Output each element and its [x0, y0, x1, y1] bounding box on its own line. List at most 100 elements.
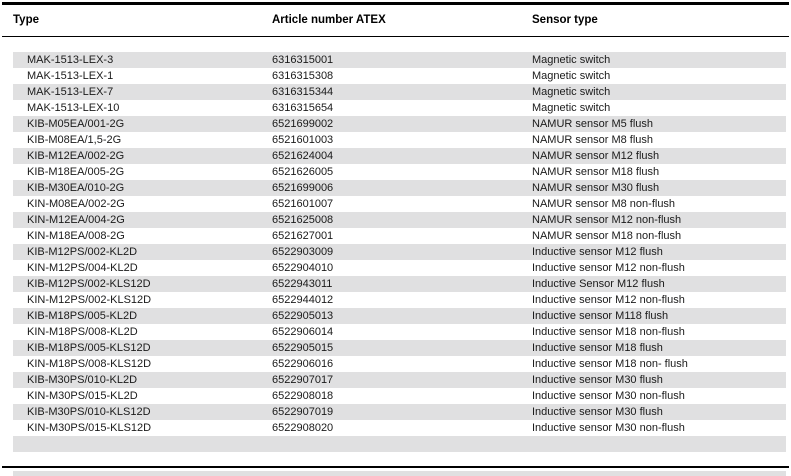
cell-type: KIN-M30PS/015-KLS12D: [27, 422, 152, 434]
table-body: MAK-1513-LEX-3 6316315001 Magnetic switc…: [13, 52, 786, 452]
cell-sensor-type: Inductive sensor M12 non-flush: [532, 262, 685, 274]
cell-article-number: 6316315344: [272, 86, 334, 98]
cell-type: MAK-1513-LEX-1: [27, 70, 114, 82]
table-row: KIN-M30PS/015-KL2D 6522908018 Inductive …: [13, 388, 786, 404]
cell-article-number: 6522944012: [272, 294, 334, 306]
cell-article-number: 6521699006: [272, 182, 334, 194]
cell-article-number: 6522907017: [272, 374, 334, 386]
cell-article-number: 6316315001: [272, 54, 334, 66]
cell-sensor-type: Inductive sensor M12 flush: [532, 246, 663, 258]
table-row: KIB-M05EA/001-2G 6521699002 NAMUR sensor…: [13, 116, 786, 132]
cell-article-number: 6522906014: [272, 326, 334, 338]
cell-sensor-type: NAMUR sensor M8 flush: [532, 134, 654, 146]
table-row: KIB-M18PS/005-KL2D 6522905013 Inductive …: [13, 308, 786, 324]
table-row: KIN-M18EA/008-2G 6521627001 NAMUR sensor…: [13, 228, 786, 244]
table-row: KIB-M12EA/002-2G 6521624004 NAMUR sensor…: [13, 148, 786, 164]
table-row: KIN-M12PS/004-KL2D 6522904010 Inductive …: [13, 260, 786, 276]
cell-type: KIN-M18PS/008-KL2D: [27, 326, 138, 338]
table-row: KIB-M12PS/002-KL2D 6522903009 Inductive …: [13, 244, 786, 260]
table-bottom-rule: [2, 466, 789, 468]
cell-article-number: 6522943011: [272, 278, 333, 290]
cell-article-number: 6522908020: [272, 422, 334, 434]
cell-type: KIN-M12PS/004-KL2D: [27, 262, 138, 274]
cell-article-number: 6316315308: [272, 70, 334, 82]
cell-sensor-type: NAMUR sensor M18 non-flush: [532, 230, 682, 242]
cell-article-number: 6521624004: [272, 150, 334, 162]
table-row: [13, 436, 786, 452]
cell-article-number: 6521601003: [272, 134, 334, 146]
cell-sensor-type: NAMUR sensor M8 non-flush: [532, 198, 676, 210]
table-row: KIB-M12PS/002-KLS12D 6522943011 Inductiv…: [13, 276, 786, 292]
cell-type: KIB-M18PS/005-KL2D: [27, 310, 138, 322]
table-row: KIB-M30EA/010-2G 6521699006 NAMUR sensor…: [13, 180, 786, 196]
cell-sensor-type: Inductive sensor M30 flush: [532, 374, 663, 386]
table-row: KIB-M18EA/005-2G 6521626005 NAMUR sensor…: [13, 164, 786, 180]
cell-sensor-type: NAMUR sensor M30 flush: [532, 182, 660, 194]
cell-sensor-type: NAMUR sensor M12 flush: [532, 150, 660, 162]
cell-article-number: 6521626005: [272, 166, 334, 178]
partial-row-band: [13, 471, 786, 476]
cell-sensor-type: NAMUR sensor M12 non-flush: [532, 214, 682, 226]
cell-sensor-type: Inductive sensor M12 non-flush: [532, 294, 685, 306]
table-row: KIN-M18PS/008-KL2D 6522906014 Inductive …: [13, 324, 786, 340]
table-row: KIN-M12EA/004-2G 6521625008 NAMUR sensor…: [13, 212, 786, 228]
cell-type: KIB-M05EA/001-2G: [27, 118, 125, 130]
cell-type: KIB-M12PS/002-KL2D: [27, 246, 138, 258]
cell-article-number: 6522905013: [272, 310, 334, 322]
table-row: MAK-1513-LEX-7 6316315344 Magnetic switc…: [13, 84, 786, 100]
cell-type: KIN-M12PS/002-KLS12D: [27, 294, 152, 306]
cell-article-number: 6522904010: [272, 262, 334, 274]
cell-article-number: 6316315654: [272, 102, 334, 114]
cell-sensor-type: Magnetic switch: [532, 70, 611, 82]
column-header-sensor-type: Sensor type: [532, 14, 598, 26]
cell-article-number: 6522908018: [272, 390, 334, 402]
table-row: KIB-M30PS/010-KL2D 6522907017 Inductive …: [13, 372, 786, 388]
cell-article-number: 6522905015: [272, 342, 334, 354]
table-row: MAK-1513-LEX-3 6316315001 Magnetic switc…: [13, 52, 786, 68]
cell-type: KIB-M30PS/010-KL2D: [27, 374, 138, 386]
cell-type: KIN-M18EA/008-2G: [27, 230, 125, 242]
column-header-article-number-atex: Article number ATEX: [272, 14, 386, 26]
cell-type: MAK-1513-LEX-3: [27, 54, 114, 66]
cell-article-number: 6521625008: [272, 214, 334, 226]
header-divider-rule: [2, 36, 789, 37]
cell-sensor-type: Inductive sensor M18 non-flush: [532, 326, 685, 338]
table-top-rule: [2, 2, 789, 5]
cell-type: KIN-M08EA/002-2G: [27, 198, 125, 210]
cell-article-number: 6521699002: [272, 118, 334, 130]
cell-sensor-type: NAMUR sensor M18 flush: [532, 166, 660, 178]
table-row: KIB-M30PS/010-KLS12D 6522907019 Inductiv…: [13, 404, 786, 420]
table-row: MAK-1513-LEX-1 6316315308 Magnetic switc…: [13, 68, 786, 84]
cell-type: KIB-M12EA/002-2G: [27, 150, 125, 162]
cell-sensor-type: NAMUR sensor M5 flush: [532, 118, 654, 130]
cell-article-number: 6522903009: [272, 246, 334, 258]
table-row: KIN-M18PS/008-KLS12D 6522906016 Inductiv…: [13, 356, 786, 372]
cell-sensor-type: Magnetic switch: [532, 86, 611, 98]
cell-sensor-type: Inductive sensor M18 non- flush: [532, 358, 688, 370]
cell-type: KIN-M18PS/008-KLS12D: [27, 358, 152, 370]
cell-type: KIB-M30EA/010-2G: [27, 182, 125, 194]
cell-article-number: 6522906016: [272, 358, 334, 370]
cell-type: KIN-M12EA/004-2G: [27, 214, 125, 226]
cell-type: MAK-1513-LEX-7: [27, 86, 114, 98]
table-row: KIB-M18PS/005-KLS12D 6522905015 Inductiv…: [13, 340, 786, 356]
cell-sensor-type: Inductive sensor M18 flush: [532, 342, 663, 354]
cell-article-number: 6521601007: [272, 198, 334, 210]
cell-sensor-type: Inductive sensor M30 non-flush: [532, 422, 685, 434]
cell-type: KIB-M18EA/005-2G: [27, 166, 125, 178]
cell-type: KIB-M30PS/010-KLS12D: [27, 406, 151, 418]
cell-sensor-type: Inductive sensor M30 non-flush: [532, 390, 685, 402]
cell-sensor-type: Magnetic switch: [532, 54, 611, 66]
cell-article-number: 6521627001: [272, 230, 334, 242]
table-row: KIN-M08EA/002-2G 6521601007 NAMUR sensor…: [13, 196, 786, 212]
cell-type: KIN-M30PS/015-KL2D: [27, 390, 138, 402]
cell-type: KIB-M12PS/002-KLS12D: [27, 278, 151, 290]
column-header-type: Type: [13, 14, 39, 26]
table-row: MAK-1513-LEX-10 6316315654 Magnetic swit…: [13, 100, 786, 116]
cell-sensor-type: Inductive sensor M118 flush: [532, 310, 669, 322]
cell-sensor-type: Inductive Sensor M12 flush: [532, 278, 665, 290]
cell-type: KIB-M08EA/1,5-2G: [27, 134, 122, 146]
cell-type: KIB-M18PS/005-KLS12D: [27, 342, 151, 354]
table-row: KIN-M12PS/002-KLS12D 6522944012 Inductiv…: [13, 292, 786, 308]
